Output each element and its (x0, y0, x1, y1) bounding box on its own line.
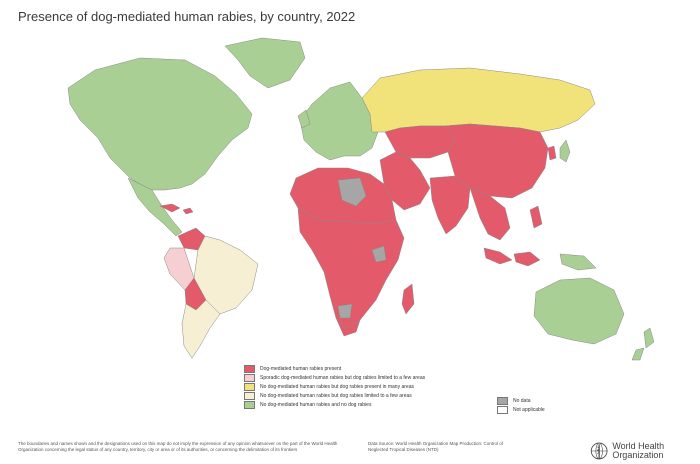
legend-swatch (497, 397, 508, 405)
region-india (429, 175, 471, 235)
who-name: World Health Organization (612, 441, 665, 460)
legend-item: Sporadic dog-mediated human rabies but d… (244, 374, 544, 382)
region-new-zealand (643, 327, 655, 349)
region-europe (299, 81, 379, 161)
legend-item: No data (497, 397, 545, 405)
legend-swatch (244, 383, 255, 391)
region-south-africa (335, 317, 361, 337)
legend-swatch (244, 392, 255, 400)
region-africa-nodata (337, 177, 367, 207)
region-japan (559, 139, 571, 163)
who-logo: World Health Organization (590, 440, 700, 462)
region-africa-south (297, 207, 405, 329)
legend-label: No dog-mediated human rabies but dog rab… (260, 384, 414, 390)
region-new-zealand-2 (631, 347, 645, 361)
legend-swatch (497, 406, 508, 414)
legend-label: Sporadic dog-mediated human rabies but d… (260, 375, 426, 381)
legend-label: Not applicable (513, 407, 545, 413)
region-uk (297, 109, 311, 129)
region-china (444, 123, 549, 199)
legend-swatch (244, 401, 255, 409)
region-philippines (529, 205, 543, 229)
legend-label: No data (513, 398, 531, 404)
legend-label: No dog-mediated human rabies but dog rab… (260, 393, 412, 399)
world-map (67, 37, 655, 361)
region-australia (533, 277, 625, 345)
region-new-guinea (559, 253, 597, 271)
who-emblem-icon (590, 442, 608, 460)
map-legend: Dog-mediated human rabies present Sporad… (244, 365, 544, 410)
disclaimer-text: The boundaries and names shown and the d… (18, 441, 338, 452)
data-source-text: Data Source: World Health Organization M… (368, 441, 503, 452)
legend-swatch (244, 374, 255, 382)
legend-swatch (244, 365, 255, 373)
region-north-america (67, 57, 253, 191)
region-russia (361, 67, 596, 133)
region-greenland (224, 37, 306, 89)
legend-label: Dog-mediated human rabies present (260, 366, 342, 372)
region-africa-nodata-3 (337, 303, 353, 319)
region-indonesia-1 (483, 247, 513, 265)
legend-item: No dog-mediated human rabies but dog rab… (244, 383, 544, 391)
region-southern-cone (181, 299, 221, 359)
region-mexico (127, 177, 183, 237)
legend-item: Not applicable (497, 406, 545, 414)
region-se-asia (469, 187, 511, 241)
region-caribbean (159, 203, 181, 213)
region-madagascar (401, 283, 415, 315)
map-legend-extra: No data Not applicable (497, 397, 545, 415)
legend-item: Dog-mediated human rabies present (244, 365, 544, 373)
legend-item: No dog-mediated human rabies but dog rab… (244, 392, 544, 400)
region-caribbean-2 (182, 207, 194, 215)
map-title: Presence of dog-mediated human rabies, b… (18, 9, 356, 24)
legend-item: No dog-mediated human rabies and no dog … (244, 401, 544, 409)
region-korea (547, 145, 557, 161)
legend-label: No dog-mediated human rabies and no dog … (260, 402, 372, 408)
region-africa-nodata-2 (371, 245, 387, 263)
region-indonesia-2 (513, 251, 541, 267)
